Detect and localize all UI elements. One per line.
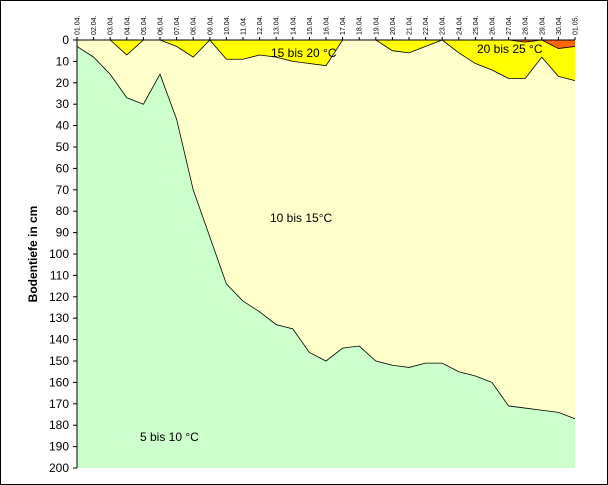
x-tick-label: 07.04. — [174, 15, 181, 35]
x-tick-label: 11.04. — [241, 16, 248, 35]
y-tick-label: 190 — [49, 440, 69, 454]
y-tick-label: 160 — [49, 375, 69, 389]
region-label-20-25: 20 bis 25 °C — [477, 42, 543, 56]
x-tick-label: 21.04. — [407, 15, 414, 35]
x-tick-labels: 01.04. 02.04. 03.04. 04.04. 05.04. 06.04. 07.0… — [75, 15, 580, 35]
y-tick-label: 150 — [49, 354, 69, 368]
y-tick-label: 80 — [56, 204, 70, 218]
y-tick-label: 180 — [49, 418, 69, 432]
boundary-line-0 — [76, 46, 576, 420]
x-tick-label: 16.04. — [324, 15, 331, 35]
y-tick-label: 120 — [49, 290, 69, 304]
area-25-plus — [77, 40, 575, 49]
area-5-10 — [77, 46, 575, 469]
y-tick-label: 0 — [62, 33, 69, 47]
area-10-15 — [77, 40, 575, 419]
y-axis-title: Bodentiefe in cm — [26, 206, 40, 303]
x-tick-label: 18.04. — [357, 15, 364, 35]
x-tick-label: 17.04. — [340, 15, 347, 35]
x-tick-label: 19.04. — [373, 15, 380, 35]
x-tick-label: 09.04. — [207, 15, 214, 35]
y-tick-label: 130 — [49, 311, 69, 325]
x-tick-label: 01.04. — [75, 15, 82, 35]
x-tick-label: 01.05. — [573, 15, 580, 35]
y-tick-label: 100 — [49, 247, 69, 261]
x-tick-label: 30.04. — [556, 15, 563, 35]
y-tick-label: 170 — [49, 397, 69, 411]
x-tick-label: 28.04. — [523, 15, 530, 35]
region-label-5-10: 5 bis 10 °C — [140, 430, 199, 444]
x-tick-label: 08.04. — [191, 15, 198, 35]
y-tick-label: 70 — [56, 183, 70, 197]
y-tick-label: 10 — [56, 54, 70, 68]
area-layers — [77, 40, 575, 469]
region-label-15-20: 15 bis 20 °C — [271, 46, 337, 60]
y-tick-label: 110 — [50, 268, 69, 282]
x-tick-label: 26.04. — [490, 15, 497, 35]
x-tick-label: 04.04. — [124, 15, 131, 35]
y-tick-labels: 0 10 20 30 40 50 60 70 80 90 100 110 120 130 140 150 160… — [49, 33, 69, 475]
x-tick-label: 27.04. — [506, 15, 513, 35]
x-tick-label: 10.04. — [224, 15, 231, 35]
y-tick-label: 200 — [49, 461, 69, 475]
x-tick-label: 29.04. — [539, 15, 546, 35]
y-tick-label: 90 — [56, 226, 70, 240]
x-tick-label: 15.04. — [307, 15, 314, 35]
x-tick-label: 20.04. — [390, 15, 397, 35]
y-tick-label: 60 — [56, 161, 70, 175]
y-tick-label: 30 — [56, 97, 70, 111]
x-tick-label: 03.04. — [108, 15, 115, 35]
x-tick-label: 05.04. — [141, 15, 148, 35]
y-tick-label: 50 — [56, 140, 70, 154]
x-tick-label: 02.04. — [91, 15, 98, 35]
y-tick-label: 140 — [49, 333, 69, 347]
y-tick-label: 20 — [56, 76, 70, 90]
axes — [73, 37, 576, 469]
x-tick-label: 23.04. — [440, 15, 447, 35]
x-tick-label: 06.04. — [158, 15, 165, 35]
x-tick-label: 12.04. — [257, 15, 264, 35]
x-tick-label: 25.04. — [473, 15, 480, 35]
x-tick-label: 13.04. — [274, 15, 281, 35]
region-label-10-15: 10 bis 15°C — [270, 211, 333, 225]
x-tick-label: 24.04. — [456, 15, 463, 35]
y-tick-label: 40 — [56, 119, 70, 133]
x-tick-label: 14.04. — [290, 15, 297, 35]
x-tick-label: 22.04. — [423, 15, 430, 35]
area-15-20 — [77, 40, 575, 81]
